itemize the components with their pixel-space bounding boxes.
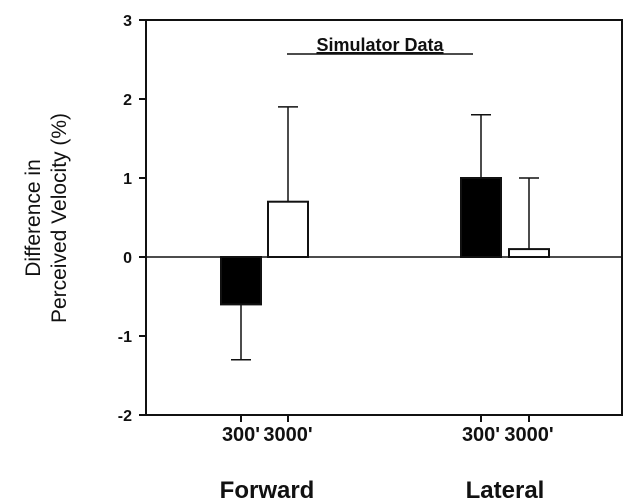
chart-title: Simulator Data bbox=[316, 35, 444, 55]
bar bbox=[508, 248, 550, 259]
x-tick-label: 300' bbox=[222, 424, 260, 446]
group-label-lateral: Lateral bbox=[466, 477, 545, 502]
y-tick-label: -1 bbox=[118, 329, 132, 346]
y-tick-label: 2 bbox=[123, 92, 132, 109]
y-tick-label: 3 bbox=[123, 13, 132, 30]
y-axis-label-line-2: Perceived Velocity (%) bbox=[48, 113, 71, 323]
x-tick-label: 3000' bbox=[504, 424, 553, 446]
bar bbox=[460, 177, 502, 258]
y-tick-label: 1 bbox=[123, 171, 132, 188]
y-axis-label-line-1: Difference in bbox=[22, 159, 45, 277]
plot-frame bbox=[145, 19, 623, 416]
x-tick-label: 300' bbox=[462, 424, 500, 446]
y-tick-label: -2 bbox=[118, 408, 132, 425]
bar bbox=[220, 256, 262, 306]
x-tick-label: 3000' bbox=[263, 424, 312, 446]
y-tick-label: 0 bbox=[123, 250, 132, 267]
bar bbox=[267, 200, 309, 258]
group-label-forward: Forward bbox=[220, 477, 315, 502]
